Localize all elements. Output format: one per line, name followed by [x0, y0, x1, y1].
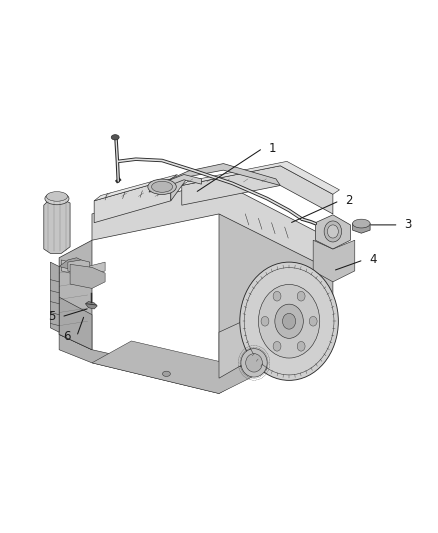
Polygon shape	[59, 314, 333, 393]
Ellipse shape	[45, 192, 69, 205]
Polygon shape	[182, 166, 333, 214]
Ellipse shape	[152, 181, 173, 192]
Text: 3: 3	[405, 219, 412, 231]
Polygon shape	[61, 260, 105, 278]
Polygon shape	[68, 260, 90, 275]
Ellipse shape	[275, 304, 304, 338]
Polygon shape	[219, 306, 276, 378]
Ellipse shape	[273, 292, 281, 301]
Ellipse shape	[240, 262, 338, 381]
Text: 2: 2	[345, 195, 353, 207]
Polygon shape	[149, 174, 201, 192]
Polygon shape	[171, 164, 280, 201]
Ellipse shape	[283, 313, 296, 329]
Polygon shape	[59, 240, 92, 350]
Ellipse shape	[46, 191, 67, 201]
Ellipse shape	[297, 342, 305, 351]
Text: 4: 4	[369, 253, 377, 266]
Ellipse shape	[241, 349, 267, 377]
Ellipse shape	[353, 219, 370, 228]
Ellipse shape	[111, 135, 119, 140]
Polygon shape	[92, 341, 263, 393]
Polygon shape	[219, 214, 333, 378]
Polygon shape	[50, 262, 59, 332]
Polygon shape	[94, 179, 171, 223]
Ellipse shape	[273, 342, 281, 351]
Polygon shape	[70, 264, 105, 288]
Text: 6: 6	[63, 330, 71, 343]
Ellipse shape	[258, 285, 320, 358]
Ellipse shape	[327, 225, 338, 238]
Polygon shape	[353, 221, 370, 233]
Polygon shape	[59, 258, 85, 271]
Polygon shape	[92, 181, 333, 271]
Polygon shape	[59, 297, 92, 350]
Polygon shape	[272, 282, 307, 314]
Ellipse shape	[148, 179, 176, 195]
Ellipse shape	[297, 292, 305, 301]
Text: 5: 5	[48, 310, 55, 324]
Polygon shape	[94, 174, 177, 201]
Ellipse shape	[261, 317, 269, 326]
Ellipse shape	[309, 317, 317, 326]
Polygon shape	[85, 302, 97, 309]
Ellipse shape	[162, 371, 170, 376]
Text: 1: 1	[268, 142, 276, 155]
Polygon shape	[313, 240, 355, 282]
Ellipse shape	[246, 354, 262, 372]
Polygon shape	[44, 199, 70, 253]
Polygon shape	[182, 161, 339, 194]
Ellipse shape	[324, 221, 342, 242]
Polygon shape	[315, 215, 350, 249]
